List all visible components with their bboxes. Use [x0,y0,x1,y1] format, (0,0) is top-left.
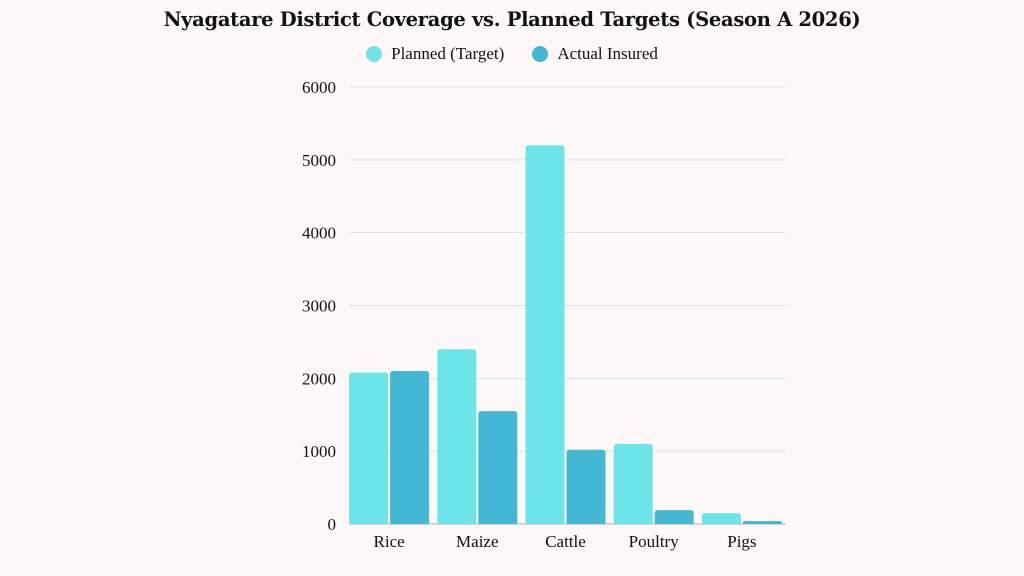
legend-item-planned[interactable]: Planned (Target) [366,44,504,64]
legend-label-actual: Actual Insured [557,44,658,63]
bar-planned-cattle[interactable] [525,145,565,524]
bar-actual-cattle[interactable] [566,449,606,524]
bar-planned-poultry[interactable] [613,443,653,524]
y-tick-label: 4000 [302,224,336,243]
y-tick-label: 1000 [302,442,336,461]
legend-swatch-planned [366,46,383,62]
x-axis: Rice Maize Cattle Poultry Pigs [374,532,757,551]
bar-actual-rice[interactable] [390,371,430,524]
bar-actual-pigs[interactable] [742,521,782,524]
bar-planned-rice[interactable] [349,372,389,524]
legend-swatch-actual [532,46,549,62]
chart-title: Nyagatare District Coverage vs. Planned … [163,8,861,31]
y-axis: 0 1000 2000 3000 4000 5000 6000 [302,78,336,534]
legend: Planned (Target) Actual Insured [0,44,1024,64]
bars [349,145,782,524]
x-tick-label: Poultry [629,532,680,551]
y-tick-label: 2000 [302,369,336,388]
y-tick-label: 5000 [302,151,336,170]
legend-label-planned: Planned (Target) [391,44,505,63]
x-tick-label: Cattle [545,532,586,551]
bar-actual-maize[interactable] [478,411,518,524]
x-tick-label: Pigs [727,532,756,551]
y-tick-label: 3000 [302,297,336,316]
y-tick-label: 0 [328,515,337,534]
bar-actual-poultry[interactable] [654,510,694,524]
legend-item-actual[interactable]: Actual Insured [532,44,658,64]
bar-planned-maize[interactable] [437,349,477,524]
x-tick-label: Maize [456,532,498,551]
y-tick-label: 6000 [302,78,336,97]
x-tick-label: Rice [374,532,405,551]
bar-planned-pigs[interactable] [701,513,741,524]
